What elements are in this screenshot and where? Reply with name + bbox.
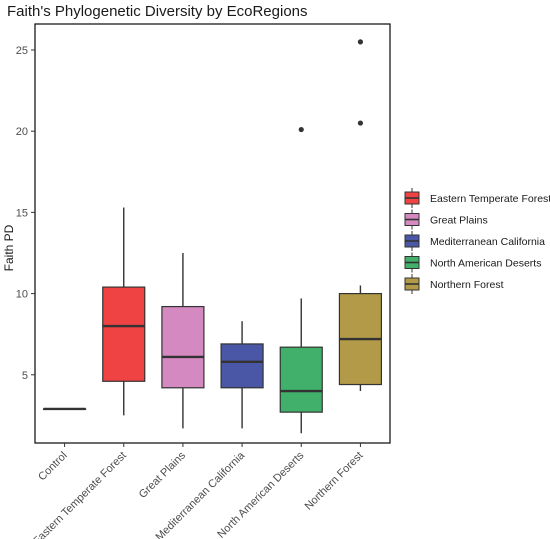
outlier-point [357, 39, 364, 45]
legend-item: Eastern Temperate Forest [404, 188, 550, 208]
box-iqr [102, 286, 146, 382]
box-iqr [279, 346, 323, 413]
box-eastern-temperate-forest [102, 207, 146, 416]
box-control [42, 407, 87, 411]
legend-label: Great Plains [430, 215, 488, 227]
x-tick-label: Great Plains [137, 449, 189, 501]
y-tick-label: 20 [16, 126, 28, 138]
legend-item: North American Deserts [404, 252, 541, 273]
legend-label: North American Deserts [430, 258, 541, 270]
legend-item: Northern Forest [404, 274, 504, 294]
y-tick-label: 25 [16, 45, 28, 57]
legend: Eastern Temperate Forest Great Plains Medi… [404, 188, 550, 294]
chart-title: Faith's Phylogenetic Diversity by EcoReg… [7, 3, 308, 20]
box-great-plains [161, 252, 205, 429]
box-mediterranean-california [220, 321, 264, 429]
legend-label: Mediterranean California [430, 236, 545, 248]
y-tick-label: 5 [22, 370, 28, 382]
box-northern-forest [338, 39, 383, 392]
x-tick-label: Control [36, 450, 70, 484]
box-north-american-deserts [279, 126, 323, 434]
x-tick-label: Northern Forest [303, 450, 366, 513]
legend-item: Great Plains [404, 209, 488, 230]
y-axis-label: Faith PD [2, 224, 16, 271]
legend-item: Mediterranean California [404, 231, 545, 251]
legend-label: Northern Forest [430, 279, 504, 291]
y-tick-label: 15 [16, 207, 28, 219]
y-tick-label: 10 [16, 289, 28, 301]
box-iqr [220, 343, 264, 389]
legend-label: Eastern Temperate Forest [430, 193, 550, 205]
x-tick-label: Eastern Temperate Forest [31, 450, 129, 539]
panel-border [34, 23, 391, 444]
outlier-point [357, 120, 364, 126]
box-iqr [161, 305, 205, 389]
outlier-point [298, 126, 304, 133]
